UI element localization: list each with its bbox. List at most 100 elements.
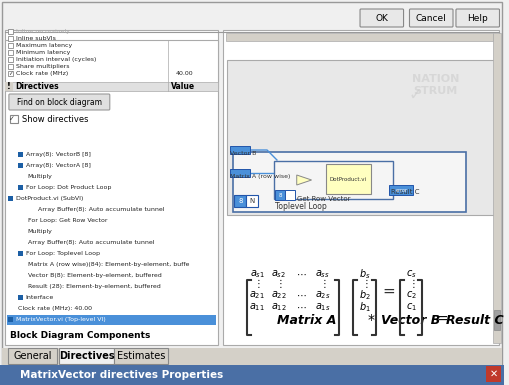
Bar bbox=[230, 169, 250, 177]
Text: $\vdots$: $\vdots$ bbox=[318, 278, 325, 291]
Text: Matrix A (row wise): Matrix A (row wise) bbox=[230, 174, 290, 179]
FancyBboxPatch shape bbox=[9, 94, 109, 110]
Text: Result C: Result C bbox=[390, 189, 418, 195]
Text: error: error bbox=[395, 187, 407, 192]
Text: Value: Value bbox=[171, 82, 194, 91]
Bar bbox=[18, 185, 23, 190]
Text: Find on block diagram: Find on block diagram bbox=[17, 97, 102, 107]
Text: $b_2$: $b_2$ bbox=[358, 288, 370, 302]
Text: $\vdots$: $\vdots$ bbox=[253, 278, 260, 291]
Bar bbox=[233, 152, 465, 212]
Text: For Loop: Dot Product Loop: For Loop: Dot Product Loop bbox=[25, 185, 111, 190]
Bar bbox=[493, 310, 499, 330]
Text: $a_{2s}$: $a_{2s}$ bbox=[314, 289, 330, 301]
Bar bbox=[485, 366, 500, 382]
Bar bbox=[5, 82, 13, 91]
Polygon shape bbox=[296, 175, 311, 185]
Text: Maximum latency: Maximum latency bbox=[16, 43, 72, 48]
Text: Result (28): Element-by-element, buffered: Result (28): Element-by-element, buffere… bbox=[27, 284, 160, 289]
Text: Initiation interval (cycles): Initiation interval (cycles) bbox=[16, 57, 96, 62]
Text: =: = bbox=[382, 283, 394, 298]
Text: For Loop: Toplevel Loop: For Loop: Toplevel Loop bbox=[25, 251, 100, 256]
Bar bbox=[326, 164, 370, 194]
Bar bbox=[492, 33, 500, 343]
Bar bbox=[388, 185, 413, 195]
Text: Get Row Vector: Get Row Vector bbox=[296, 196, 350, 202]
Text: Result C: Result C bbox=[445, 313, 502, 326]
Text: $a_{1s}$: $a_{1s}$ bbox=[314, 301, 330, 313]
Text: DotProduct.vi (SubVI): DotProduct.vi (SubVI) bbox=[16, 196, 83, 201]
FancyBboxPatch shape bbox=[409, 9, 452, 27]
Text: N: N bbox=[249, 198, 254, 204]
Text: 8: 8 bbox=[238, 198, 242, 204]
Text: Matrix A (row wise)(84): Element-by-element, buffe: Matrix A (row wise)(84): Element-by-elem… bbox=[27, 262, 189, 267]
Text: $a_{ss}$: $a_{ss}$ bbox=[315, 268, 329, 280]
Text: Interface: Interface bbox=[25, 295, 54, 300]
Bar bbox=[8, 348, 57, 364]
Text: Help: Help bbox=[466, 13, 487, 22]
Text: MatrixVector directives Properties: MatrixVector directives Properties bbox=[20, 370, 222, 380]
Text: $a_{s2}$: $a_{s2}$ bbox=[271, 268, 286, 280]
Bar bbox=[8, 57, 13, 62]
Bar bbox=[18, 251, 23, 256]
Text: General: General bbox=[13, 351, 52, 361]
Text: Vector B: Vector B bbox=[380, 313, 439, 326]
Bar bbox=[222, 30, 498, 345]
Text: !: ! bbox=[7, 82, 11, 91]
Bar bbox=[8, 317, 13, 322]
Bar bbox=[2, 348, 501, 366]
Bar bbox=[10, 115, 18, 123]
Bar bbox=[227, 60, 494, 215]
Text: 8: 8 bbox=[277, 192, 281, 198]
Text: =: = bbox=[436, 313, 447, 327]
Text: 40.00: 40.00 bbox=[176, 71, 193, 76]
Text: Block Diagram Components: Block Diagram Components bbox=[10, 331, 150, 340]
Text: Clock rate (MHz): 40.00: Clock rate (MHz): 40.00 bbox=[18, 306, 92, 311]
Bar bbox=[225, 33, 492, 41]
Text: $b_1$: $b_1$ bbox=[358, 300, 370, 314]
Text: OK: OK bbox=[375, 13, 387, 22]
Text: *: * bbox=[366, 313, 374, 327]
Text: ✓: ✓ bbox=[8, 71, 13, 76]
Bar bbox=[8, 196, 13, 201]
Bar bbox=[273, 161, 392, 199]
Text: Clock rate (MHz): Clock rate (MHz) bbox=[16, 71, 68, 76]
Text: $\vdots$: $\vdots$ bbox=[275, 278, 282, 291]
Text: Vector B: Vector B bbox=[230, 151, 257, 156]
Bar bbox=[8, 29, 13, 34]
Text: Directives: Directives bbox=[15, 82, 59, 91]
Text: $\cdots$: $\cdots$ bbox=[296, 290, 306, 300]
Bar bbox=[114, 348, 168, 364]
Text: For Loop: Get Row Vector: For Loop: Get Row Vector bbox=[27, 218, 107, 223]
Text: Show directives: Show directives bbox=[22, 114, 88, 124]
Text: $\vdots$: $\vdots$ bbox=[407, 278, 414, 291]
Text: Estimates: Estimates bbox=[117, 351, 165, 361]
Bar bbox=[285, 190, 294, 200]
Text: Array Buffer(8): Auto accumulate tunnel: Array Buffer(8): Auto accumulate tunnel bbox=[27, 240, 154, 245]
Bar bbox=[8, 43, 13, 48]
Bar bbox=[7, 315, 215, 325]
Text: $c_1$: $c_1$ bbox=[405, 301, 416, 313]
Bar bbox=[59, 348, 114, 364]
Text: $\vdots$: $\vdots$ bbox=[360, 278, 368, 291]
Bar bbox=[18, 152, 23, 157]
Text: Inline subVIs: Inline subVIs bbox=[16, 36, 55, 41]
Text: Array Buffer(8): Auto accumulate tunnel: Array Buffer(8): Auto accumulate tunnel bbox=[38, 207, 164, 212]
Text: ✕: ✕ bbox=[489, 369, 497, 379]
Text: $\cdots$: $\cdots$ bbox=[296, 269, 306, 279]
Text: Array(8): VectorB [8]: Array(8): VectorB [8] bbox=[25, 152, 91, 157]
FancyBboxPatch shape bbox=[359, 9, 403, 27]
Text: Cancel: Cancel bbox=[415, 13, 446, 22]
Text: Minimum latency: Minimum latency bbox=[16, 50, 70, 55]
Bar bbox=[5, 40, 217, 88]
Bar bbox=[0, 365, 503, 385]
Text: ✓: ✓ bbox=[9, 116, 15, 122]
Text: ✓: ✓ bbox=[408, 86, 421, 104]
Text: $a_{s1}$: $a_{s1}$ bbox=[249, 268, 264, 280]
Bar bbox=[5, 30, 217, 345]
Text: $\cdots$: $\cdots$ bbox=[296, 302, 306, 312]
Bar bbox=[8, 64, 13, 69]
Bar bbox=[274, 190, 285, 200]
Text: Directives: Directives bbox=[59, 351, 114, 361]
Text: Multiply: Multiply bbox=[27, 174, 52, 179]
